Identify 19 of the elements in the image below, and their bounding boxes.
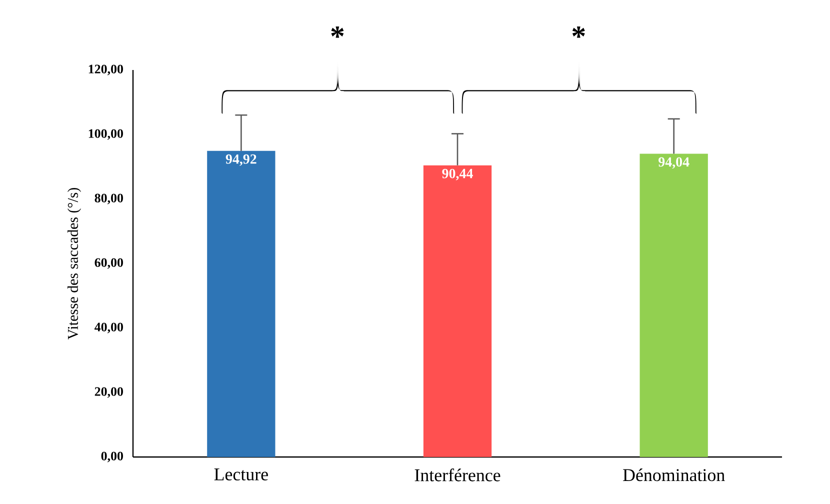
x-tick-label: Dénomination: [623, 468, 725, 482]
x-tick-label: Interférence: [414, 468, 500, 482]
bar: [207, 150, 276, 457]
data-label: 90,44: [442, 168, 473, 180]
bar: [423, 165, 492, 457]
y-tick-label: 120,00: [88, 64, 123, 76]
y-tick-label: 100,00: [88, 129, 123, 140]
y-tick-label: 60,00: [94, 258, 123, 269]
y-tick-label: 40,00: [94, 322, 123, 334]
bar: [640, 154, 708, 457]
data-label: 94,04: [658, 157, 690, 169]
text: *: [572, 26, 585, 38]
text: *: [331, 26, 344, 38]
x-tick-label: Lecture: [214, 468, 268, 480]
y-axis-title: Vitesse des saccades (°/s): [67, 188, 82, 340]
y-tick-label: 0,00: [101, 452, 123, 462]
data-label: 94,92: [226, 154, 256, 166]
y-tick-label: 20,00: [94, 387, 123, 398]
y-tick-label: 80,00: [94, 194, 123, 204]
